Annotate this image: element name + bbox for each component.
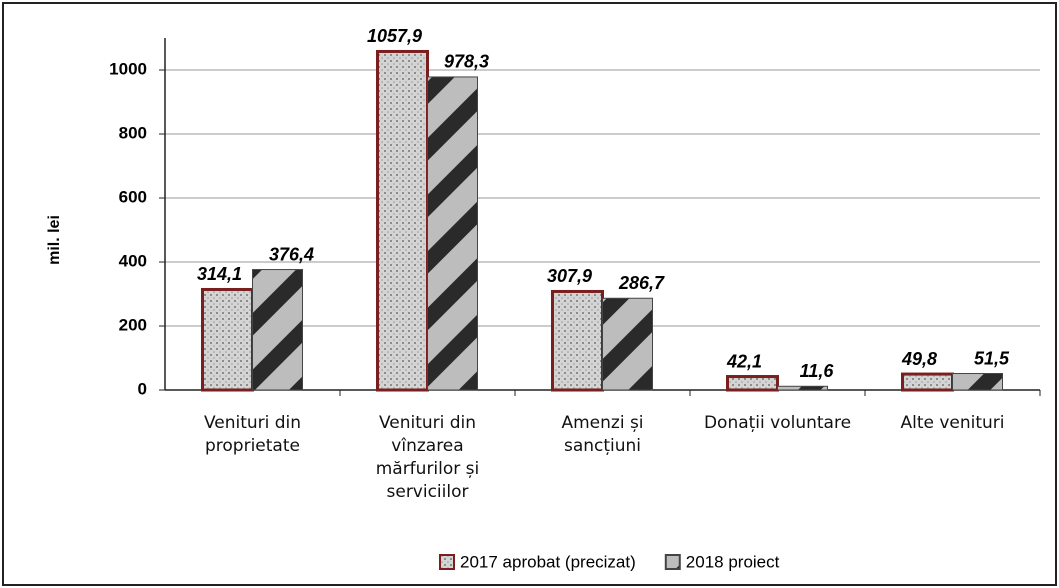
y-tick-label: 800 [119, 123, 147, 142]
x-tick-label: Venituri din proprietate [203, 413, 302, 456]
y-tick-label: 400 [119, 251, 147, 270]
legend-swatch [664, 554, 681, 570]
bar [427, 76, 478, 391]
data-label: 307,9 [547, 266, 592, 286]
y-tick-label: 1000 [109, 59, 147, 78]
data-label: 42,1 [726, 351, 762, 371]
data-label: 49,8 [901, 349, 937, 369]
bar [602, 297, 653, 391]
data-label: 376,4 [269, 244, 314, 264]
bar [376, 49, 429, 392]
x-tick-label: Venituri din vînzarea mărfurilor și serv… [375, 413, 480, 502]
bar [726, 375, 779, 392]
y-axis-label: mil. lei [46, 215, 63, 265]
x-tick-label: Alte venituri [900, 413, 1005, 433]
data-label: 1057,9 [367, 26, 422, 46]
data-label: 314,1 [197, 264, 242, 284]
data-label: 978,3 [444, 52, 489, 72]
bar [952, 373, 1003, 391]
data-label: 51,5 [974, 348, 1010, 368]
legend-label: 2018 proiect [686, 552, 780, 571]
bar [201, 287, 254, 392]
legend-label: 2017 aprobat (precizat) [460, 552, 636, 571]
data-label: 11,6 [800, 361, 835, 381]
bar [777, 385, 828, 391]
y-tick-label: 0 [138, 379, 147, 398]
x-tick-label: Amenzi și sancțiuni [561, 413, 644, 456]
x-tick-label: Donații voluntare [703, 413, 852, 433]
bar [551, 289, 604, 392]
bar [252, 269, 303, 391]
bar [901, 372, 954, 392]
legend-swatch [439, 554, 455, 570]
y-tick-label: 200 [119, 315, 147, 334]
data-label: 286,7 [618, 273, 665, 293]
y-tick-label: 600 [119, 187, 147, 206]
